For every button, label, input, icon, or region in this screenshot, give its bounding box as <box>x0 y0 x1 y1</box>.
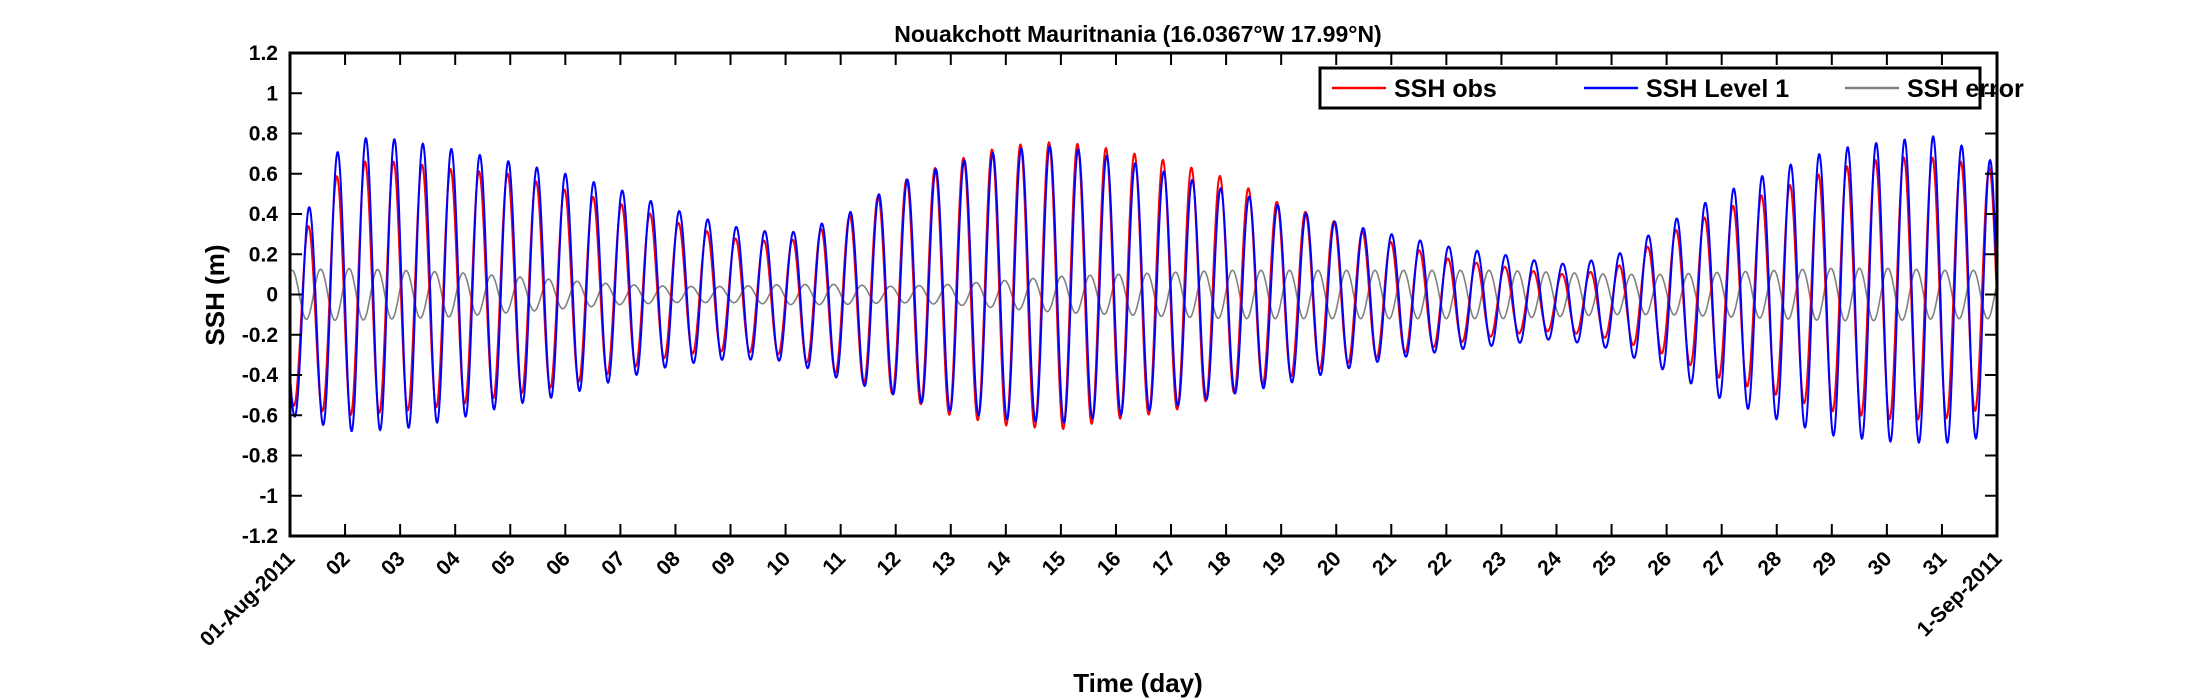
y-tick-label: 0.8 <box>249 123 279 146</box>
series-line-ssh-level-1 <box>290 134 1997 444</box>
y-tick-label: 0.4 <box>249 203 279 226</box>
y-tick-label: 1.2 <box>249 42 278 65</box>
x-tick-label: 13 <box>928 547 961 580</box>
x-tick-label: 14 <box>983 547 1016 580</box>
x-axis: 01-Aug-2011 02 03 04 05 06 07 08 09 10 11 12 13 14 15 1… <box>196 53 2007 651</box>
x-tick-label: 24 <box>1533 547 1566 580</box>
x-tick-label: 19 <box>1258 547 1291 580</box>
x-tick-label: 27 <box>1698 547 1731 580</box>
legend-entry-label: SSH obs <box>1394 75 1497 103</box>
legend: SSH obs SSH Level 1 SSH error <box>1318 66 2024 110</box>
x-tick-label: 21 <box>1368 547 1401 580</box>
y-tick-label: -0.2 <box>242 324 278 347</box>
x-tick-label: 06 <box>542 547 575 580</box>
x-tick-label: 01-Aug-2011 <box>196 547 300 651</box>
x-tick-label: 25 <box>1588 547 1621 580</box>
y-tick-label: -1 <box>259 485 278 508</box>
y-tick-label: 0.6 <box>249 163 278 186</box>
x-tick-label: 22 <box>1423 547 1456 580</box>
x-tick-label: 11 <box>818 547 850 579</box>
y-tick-label: 1 <box>266 82 278 105</box>
x-tick-label: 28 <box>1753 547 1786 580</box>
y-tick-label: 0 <box>266 284 278 307</box>
x-tick-label: 12 <box>872 547 905 580</box>
chart-title: Nouakchott Mauritnania (16.0367°W 17.99°… <box>894 21 1381 47</box>
x-tick-label: 07 <box>597 547 630 580</box>
x-tick-label: 18 <box>1203 547 1236 580</box>
x-tick-label: 29 <box>1809 547 1842 580</box>
y-axis: -1.2 -1 -0.8 -0.6 -0.4 -0.2 0 0.2 0.4 0.6 0.8 1 1.2 <box>242 42 1997 548</box>
x-tick-label: 05 <box>487 547 520 580</box>
legend-entry-label: SSH Level 1 <box>1646 75 1789 103</box>
x-tick-label: 04 <box>432 547 465 580</box>
x-tick-label: 10 <box>762 547 795 580</box>
x-tick-label: 31 <box>1919 547 1952 580</box>
x-tick-label: 23 <box>1478 547 1511 580</box>
y-tick-label: 0.2 <box>249 243 278 266</box>
x-tick-label: 17 <box>1148 547 1181 580</box>
x-tick-label: 15 <box>1038 547 1071 580</box>
y-axis-label: SSH (m) <box>200 244 230 345</box>
x-axis-label: Time (day) <box>1073 668 1203 698</box>
y-tick-label: -0.6 <box>242 404 278 427</box>
x-tick-label: 09 <box>707 547 740 580</box>
x-tick-label: 30 <box>1864 547 1897 580</box>
legend-entry-label: SSH error <box>1907 75 2024 103</box>
x-tick-label: 16 <box>1093 547 1126 580</box>
x-tick-label: 20 <box>1313 547 1346 580</box>
y-tick-label: -1.2 <box>242 525 278 548</box>
x-tick-label: 08 <box>652 547 685 580</box>
y-tick-label: -0.8 <box>242 445 279 468</box>
x-tick-label: 26 <box>1643 547 1676 580</box>
x-tick-label: 03 <box>377 547 410 580</box>
x-tick-label: 02 <box>322 547 355 580</box>
y-tick-label: -0.4 <box>242 364 279 387</box>
